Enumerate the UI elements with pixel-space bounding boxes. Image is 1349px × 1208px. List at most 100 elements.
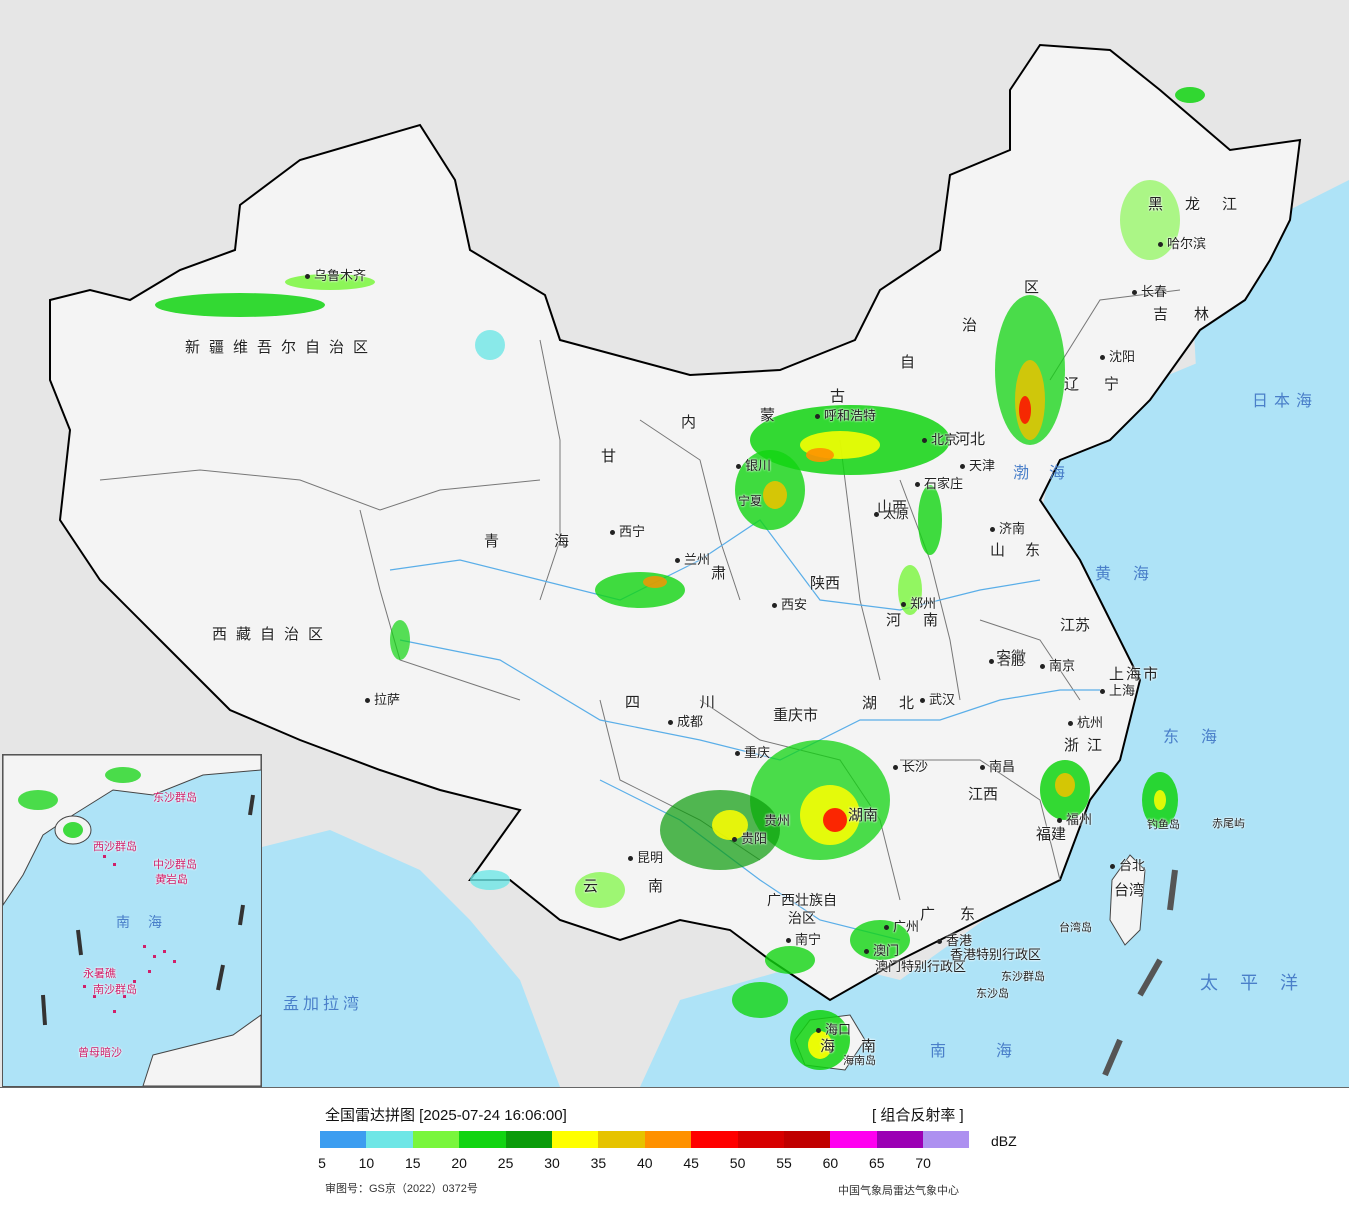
province-label-neimenggu-5: 治 xyxy=(962,317,987,334)
province-label-neimenggu-1: 内 xyxy=(681,414,706,431)
province-label-tibet: 西藏自治区 xyxy=(212,626,333,643)
province-label-guangxi: 广西壮族自治区 xyxy=(767,892,837,926)
inset-label-dongsha: 东沙群岛 xyxy=(153,792,197,804)
city-label-xining[interactable]: 西宁 xyxy=(610,525,645,539)
province-label-jiangsu: 江苏 xyxy=(1060,617,1091,634)
province-label-zhejiang: 浙江 xyxy=(1064,737,1111,754)
city-label-shijiazhuang[interactable]: 石家庄 xyxy=(915,477,963,491)
color-scale-tick: 60 xyxy=(822,1155,839,1171)
bay-of-bengal xyxy=(250,830,560,1087)
inset-boundary-dashes xyxy=(41,794,255,1026)
province-label-gansu-2: 肃 xyxy=(711,565,736,582)
city-label-nanning[interactable]: 南宁 xyxy=(786,933,821,947)
province-label-jiangxi: 江西 xyxy=(968,786,999,803)
inset-borneo xyxy=(142,1014,261,1086)
city-label-zhengzhou[interactable]: 郑州 xyxy=(901,597,936,611)
city-label-nanchang[interactable]: 南昌 xyxy=(980,760,1015,774)
color-scale-tick: 30 xyxy=(544,1155,560,1171)
city-label-lhasa[interactable]: 拉萨 xyxy=(365,693,400,707)
city-label-lanzhou[interactable]: 兰州 xyxy=(675,553,710,567)
legend-title: 全国雷达拼图 [2025-07-24 16:06:00] xyxy=(325,1107,567,1124)
city-label-chongqing[interactable]: 重庆 xyxy=(735,746,770,760)
inset-label-zhongsha: 中沙群岛 xyxy=(153,859,197,871)
south-china-sea-inset: 南海 东沙群岛 西沙群岛 中沙群岛 黄岩岛 南沙群岛 永暑礁 曾母暗沙 xyxy=(2,754,262,1087)
color-swatch xyxy=(783,1131,831,1148)
legend-unit: dBZ xyxy=(991,1133,1017,1149)
city-label-chengdu[interactable]: 成都 xyxy=(668,715,703,729)
color-scale-tick: 55 xyxy=(776,1155,792,1171)
city-label-taipei[interactable]: 台北 xyxy=(1110,859,1145,873)
boundary-dashes xyxy=(1102,869,1178,1077)
city-label-taiyuan[interactable]: 太原 xyxy=(874,507,909,521)
city-label-hongkong[interactable]: 香港 xyxy=(937,934,972,948)
city-label-shanghai[interactable]: 上海 xyxy=(1100,684,1135,698)
province-label-heilongjiang: 黑龙江 xyxy=(1148,196,1260,213)
color-scale-bar xyxy=(320,1131,970,1148)
city-label-changsha[interactable]: 长沙 xyxy=(893,760,928,774)
radar-map[interactable]: 新疆维吾尔自治区 西藏自治区 青海 黑龙江 吉林 辽宁 山东 江苏 浙江 安徽 … xyxy=(0,0,1349,1088)
color-swatch xyxy=(366,1131,413,1148)
city-label-hohhot[interactable]: 呼和浩特 xyxy=(815,409,876,423)
city-label-harbin[interactable]: 哈尔滨 xyxy=(1158,237,1206,251)
city-label-yinchuan[interactable]: 银川 xyxy=(736,459,771,473)
city-label-haikou[interactable]: 海口 xyxy=(816,1023,851,1037)
city-label-tianjin[interactable]: 天津 xyxy=(960,459,995,473)
city-label-hefei[interactable]: 合肥 xyxy=(989,654,1024,668)
color-swatch xyxy=(644,1131,692,1148)
inset-label-huangyan: 黄岩岛 xyxy=(155,874,188,886)
island-label-chiwei: 赤尾屿 xyxy=(1212,818,1245,830)
province-label-taiwan: 台湾 xyxy=(1114,882,1145,899)
province-label-ningxia: 宁夏 xyxy=(738,494,763,508)
province-label-xinjiang: 新疆维吾尔自治区 xyxy=(185,339,378,356)
province-label-gansu-1: 甘 xyxy=(601,448,626,465)
city-label-changchun[interactable]: 长春 xyxy=(1132,285,1167,299)
color-scale-tick: 25 xyxy=(497,1155,514,1171)
city-label-beijing[interactable]: 北京 xyxy=(922,433,957,447)
city-label-guiyang[interactable]: 贵阳 xyxy=(732,832,767,846)
island-label-hainan: 海南岛 xyxy=(843,1055,876,1067)
city-label-fuzhou[interactable]: 福州 xyxy=(1057,813,1092,827)
city-label-guangzhou[interactable]: 广州 xyxy=(884,920,919,934)
radar-echoes xyxy=(155,87,1205,1070)
color-scale-tick: 70 xyxy=(915,1155,931,1171)
color-scale-tick: 15 xyxy=(405,1155,421,1171)
city-label-nanjing[interactable]: 南京 xyxy=(1040,659,1075,673)
city-label-urumqi[interactable]: 乌鲁木齐 xyxy=(305,269,366,283)
color-scale-tick: 45 xyxy=(683,1155,699,1171)
province-label-shanghai: 上海市 xyxy=(1109,666,1161,683)
province-label-hunan: 湖南 xyxy=(848,807,879,824)
province-label-guangdong: 广东 xyxy=(920,906,1001,923)
province-label-neimenggu-6: 区 xyxy=(1024,279,1049,296)
city-label-jinan[interactable]: 济南 xyxy=(990,522,1025,536)
inset-label-nansha: 南沙群岛 xyxy=(93,984,137,996)
island-label-dongsha-islands: 东沙群岛 xyxy=(1001,971,1045,983)
province-label-hainan: 海南 xyxy=(820,1038,903,1055)
city-label-kunming[interactable]: 昆明 xyxy=(628,851,663,865)
province-label-hubei: 湖北 xyxy=(862,695,937,712)
sea-label-bay-of-bengal: 孟加拉湾 xyxy=(283,996,364,1013)
province-label-fujian: 福建 xyxy=(1036,826,1067,843)
sea-label-pacific: 太平洋 xyxy=(1200,973,1320,993)
color-swatch xyxy=(691,1131,738,1148)
province-label-neimenggu-3: 古 xyxy=(830,388,855,405)
province-label-jilin: 吉林 xyxy=(1153,306,1236,323)
inset-reefs xyxy=(83,855,181,1013)
island-label-dongsha-island: 东沙岛 xyxy=(976,988,1009,1000)
city-label-xian[interactable]: 西安 xyxy=(772,598,807,612)
data-source: 中国气象局雷达气象中心 xyxy=(838,1185,959,1197)
color-swatch xyxy=(505,1131,552,1148)
city-label-macau[interactable]: 澳门 xyxy=(864,944,899,958)
color-swatch xyxy=(737,1131,784,1148)
city-label-wuhan[interactable]: 武汉 xyxy=(920,693,955,707)
color-scale-tick: 50 xyxy=(729,1155,746,1171)
province-label-hebei: 河北 xyxy=(955,431,986,448)
province-label-henan: 河南 xyxy=(886,612,961,629)
color-swatch xyxy=(598,1131,645,1148)
province-label-qinghai: 青海 xyxy=(484,533,625,550)
color-swatch xyxy=(320,1131,367,1148)
province-label-chongqing: 重庆市 xyxy=(773,708,818,724)
color-swatch xyxy=(830,1131,877,1148)
province-label-neimenggu-2: 蒙 xyxy=(760,407,785,424)
city-label-shenyang[interactable]: 沈阳 xyxy=(1100,350,1135,364)
city-label-hangzhou[interactable]: 杭州 xyxy=(1068,716,1103,730)
